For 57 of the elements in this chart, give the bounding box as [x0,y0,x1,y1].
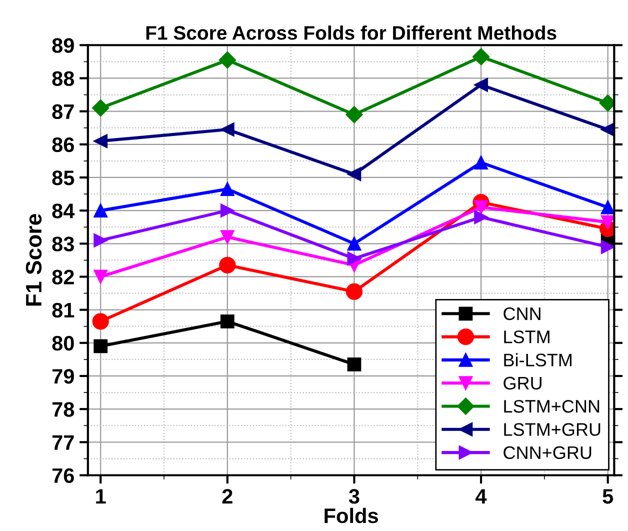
x-tick-label: 4 [476,489,487,504]
point [94,204,108,218]
point [220,204,234,218]
point [474,200,488,214]
point [600,200,614,214]
legend-label: GRU [504,376,542,390]
chart-title: F1 Score Across Folds for Different Methods [146,25,556,40]
y-tick-label: 85 [52,170,74,186]
y-tick-label: 88 [52,71,74,86]
y-tick-label: 87 [52,104,74,120]
point [219,256,236,274]
point [94,134,108,148]
legend-label: LSTM+CNN [504,400,600,413]
point [220,230,234,244]
point [94,233,108,248]
y-tick-label: 77 [52,435,74,450]
y-tick-label: 79 [52,368,74,384]
y-tick-label: 89 [52,38,74,53]
x-tick-label: 5 [602,489,614,504]
point [474,156,488,170]
point [218,51,236,69]
point [220,182,234,196]
legend-label: LSTM+GRU [504,423,600,436]
y-tick-label: 80 [52,336,74,351]
point [220,314,234,328]
legend-label: CNN+GRU [504,446,592,460]
y-tick-label: 84 [52,204,75,218]
point [600,215,614,230]
legend-label: CNN [504,307,540,320]
point [347,236,362,251]
point [474,78,488,92]
point [474,210,488,224]
y-tick-label: 81 [52,302,74,318]
y-tick-label: 82 [52,270,74,284]
x-tick-label: 2 [222,488,232,504]
point [346,106,363,124]
legend-label: Bi-LSTM [504,353,572,366]
y-tick-label: 86 [52,137,74,152]
legend-label: LSTM [504,330,550,344]
point [94,270,108,284]
point [346,283,363,300]
x-tick-label: 3 [348,488,360,504]
point [94,339,108,354]
y-tick-label: 78 [52,402,74,417]
point [347,167,362,182]
point [220,122,234,136]
point [92,99,110,117]
y-tick-label: 76 [52,468,74,483]
y-tick-label: 83 [52,236,74,252]
point [347,252,362,266]
point [92,313,109,330]
point [600,240,614,254]
y-axis-title: F1 Score [26,214,42,306]
x-tick-label: 1 [96,489,106,504]
point [347,357,362,372]
x-axis-title: Folds [324,508,378,524]
point [472,48,490,66]
